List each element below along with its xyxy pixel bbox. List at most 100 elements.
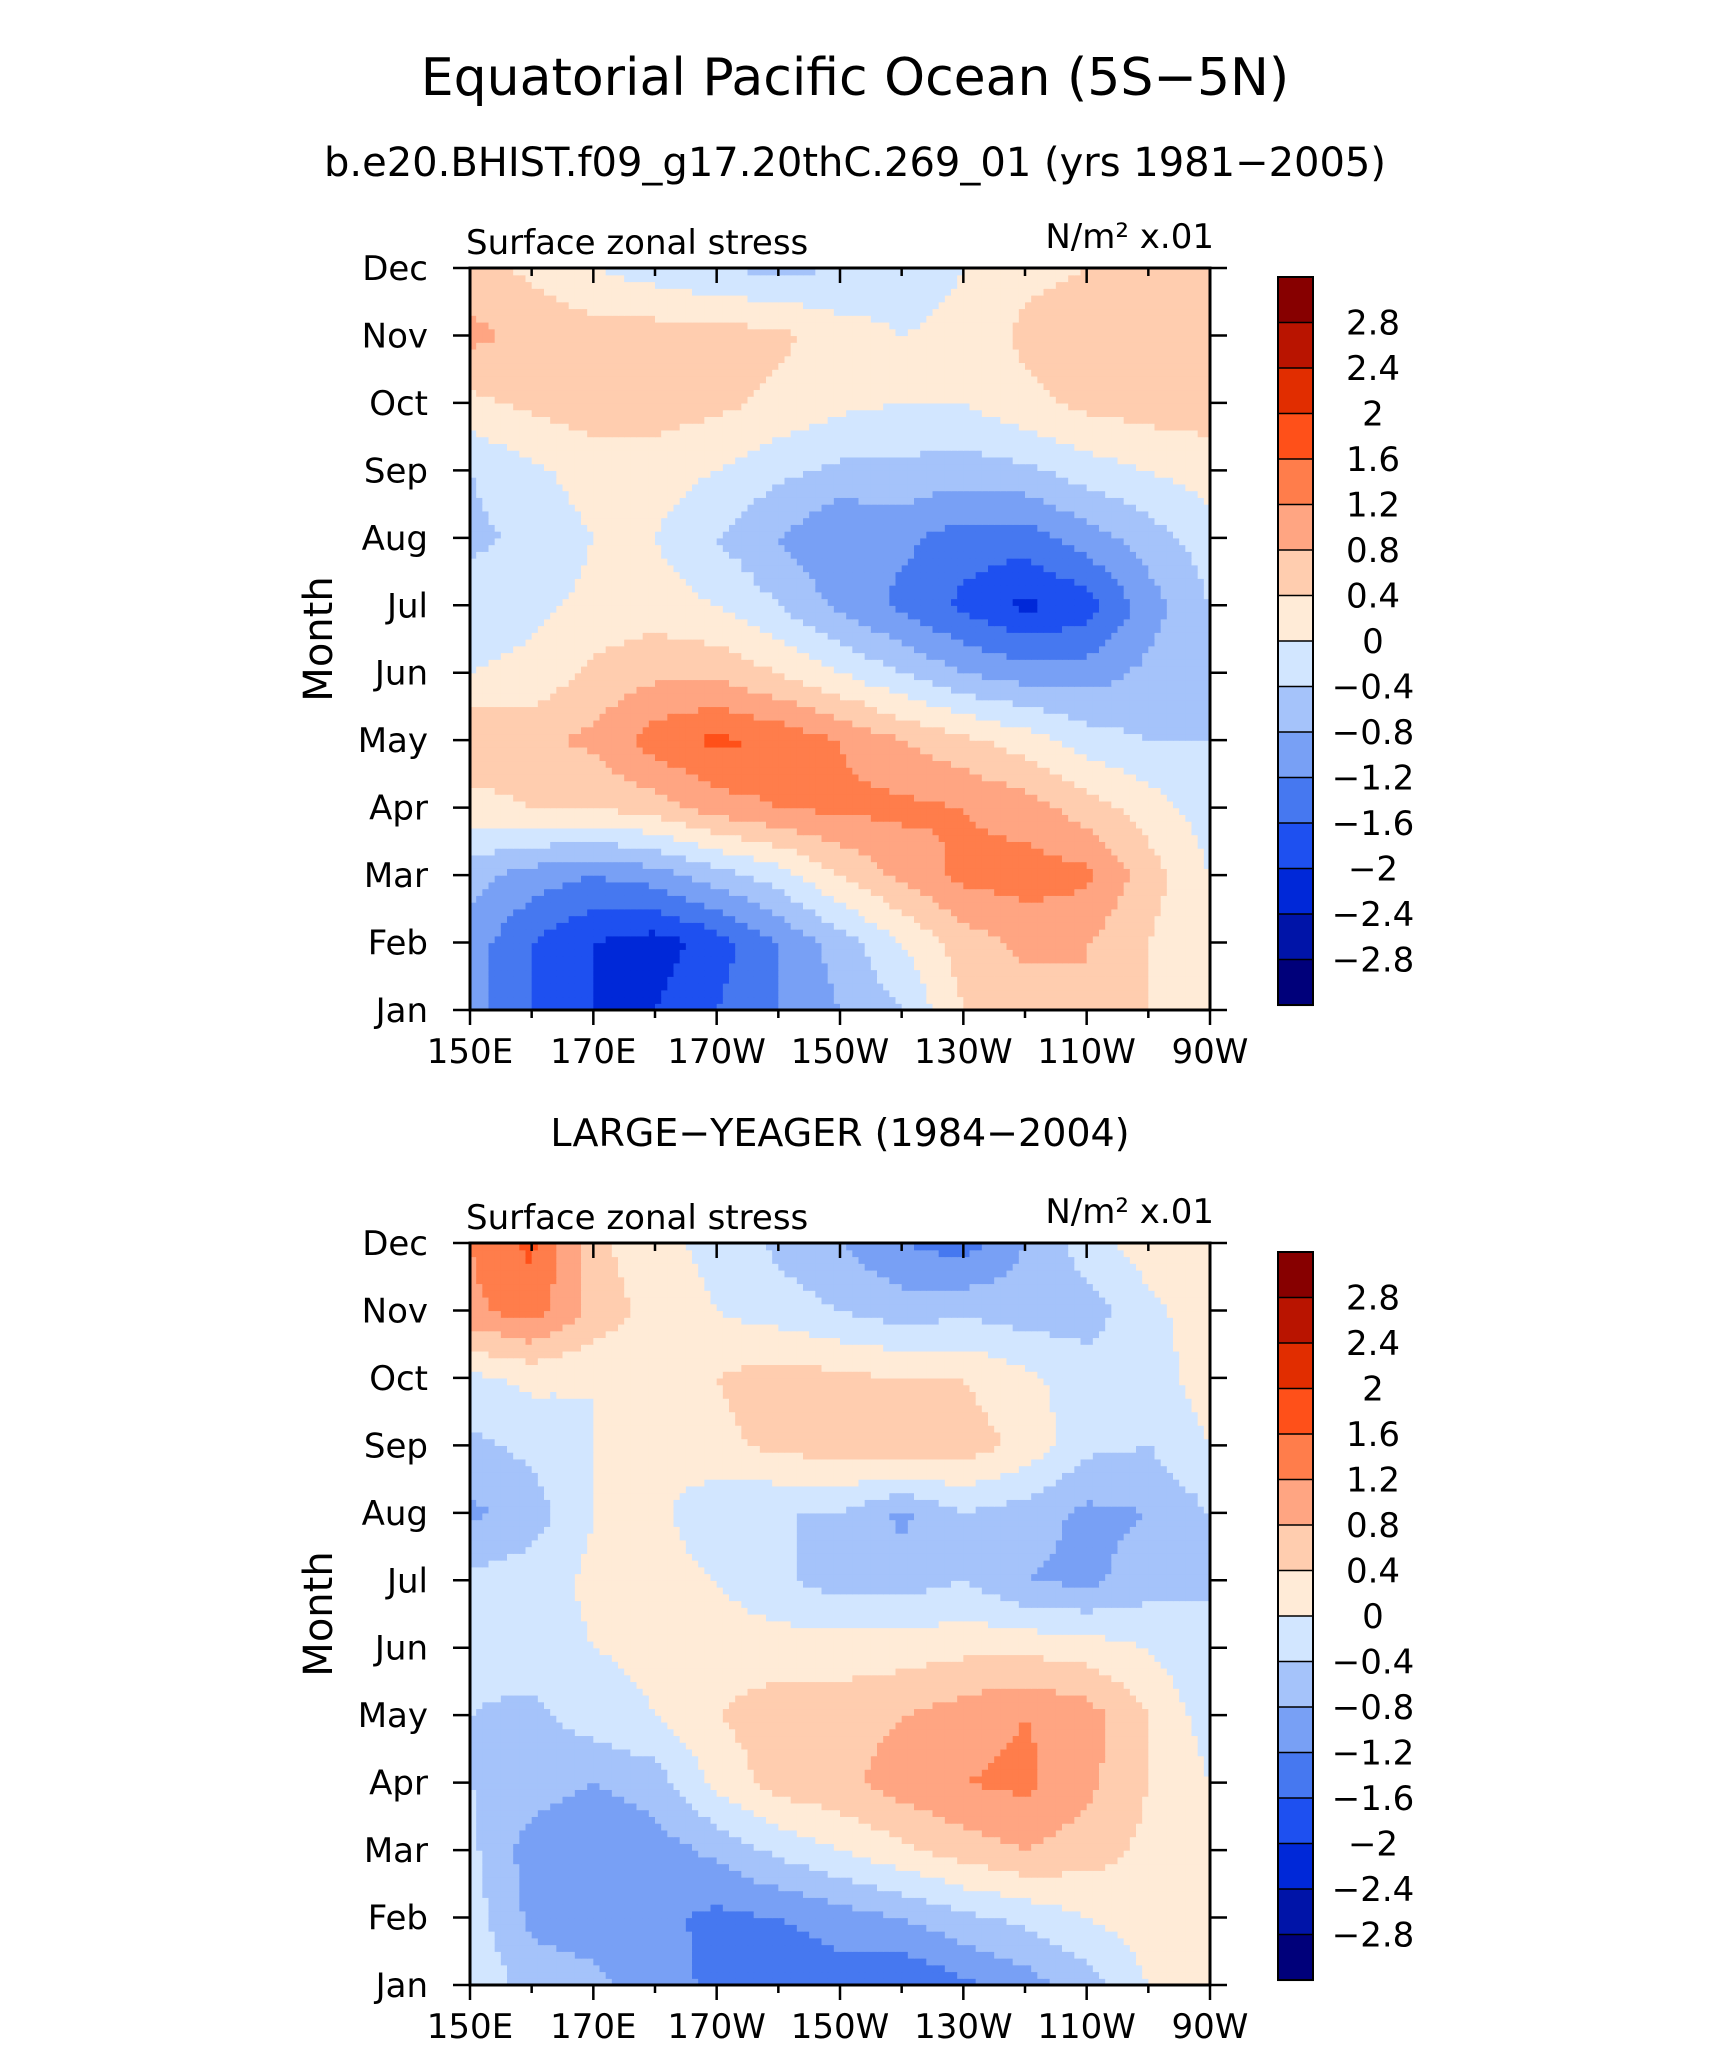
contour-cell — [593, 976, 601, 984]
contour-cell — [870, 875, 878, 883]
contour-cell — [1049, 962, 1057, 971]
contour-cell — [661, 922, 668, 930]
contour-cell — [907, 861, 915, 869]
contour-cell — [611, 841, 619, 849]
contour-cell — [1154, 733, 1162, 741]
contour-cell — [531, 854, 539, 863]
contour-cell — [1111, 794, 1119, 802]
contour-cell — [685, 956, 693, 964]
contour-cell — [981, 794, 989, 802]
contour-cell — [864, 915, 872, 923]
contour-cell — [938, 989, 946, 998]
contour-cell — [1179, 807, 1186, 815]
contour-cell — [895, 962, 903, 971]
contour-cell — [766, 888, 773, 896]
contour-cell — [753, 942, 761, 950]
contour-cell — [796, 895, 804, 903]
contour-cell — [759, 794, 767, 802]
contour-cell — [482, 983, 490, 991]
contour-cell — [920, 861, 927, 869]
contour-cell — [821, 767, 829, 775]
contour-cell — [500, 794, 508, 802]
contour-cell — [1099, 780, 1106, 788]
contour-cell — [1154, 895, 1162, 903]
contour-cell — [1142, 983, 1149, 991]
contour-cell — [482, 868, 490, 876]
contour-cell — [914, 976, 921, 984]
contour-cell — [1031, 908, 1038, 917]
contour-cell — [556, 800, 564, 809]
contour-cell — [1136, 740, 1143, 748]
contour-cell — [550, 989, 557, 998]
contour-cell — [605, 740, 613, 748]
contour-cell — [957, 915, 964, 923]
contour-cell — [1203, 956, 1210, 964]
contour-cell — [1000, 746, 1008, 755]
contour-cell — [988, 949, 995, 957]
contour-cell — [1092, 794, 1100, 802]
contour-cell — [1136, 760, 1143, 768]
contour-cell — [648, 922, 656, 930]
contour-cell — [507, 861, 514, 869]
contour-cell — [833, 888, 841, 896]
contour-cell — [1111, 861, 1119, 869]
contour-cell — [611, 902, 619, 910]
contour-cell — [1154, 780, 1162, 788]
contour-cell — [753, 794, 761, 802]
contour-cell — [1062, 942, 1069, 950]
contour-cell — [599, 949, 607, 957]
contour-cell — [1185, 767, 1193, 775]
contour-cell — [704, 834, 712, 842]
contour-cell — [796, 888, 804, 896]
contour-cell — [889, 767, 897, 775]
contour-cell — [975, 794, 983, 802]
contour-cell — [821, 814, 829, 822]
contour-cell — [1148, 800, 1156, 809]
contour-cell — [833, 989, 841, 998]
contour-cell — [1136, 746, 1143, 755]
contour-cell — [1086, 915, 1094, 923]
contour-cell — [735, 814, 742, 822]
contour-cell — [926, 942, 934, 950]
contour-cell — [482, 956, 490, 964]
contour-cell — [1080, 962, 1088, 971]
contour-cell — [821, 1003, 829, 1010]
contour-cell — [500, 922, 508, 930]
contour-cell — [1055, 740, 1063, 748]
contour-cell — [704, 807, 712, 815]
contour-cell — [1160, 760, 1168, 768]
contour-cell — [1191, 773, 1199, 782]
contour-cell — [747, 956, 755, 964]
contour-cell — [1136, 834, 1143, 842]
contour-cell — [827, 794, 835, 802]
contour-cell — [525, 983, 533, 991]
contour-cell — [1000, 996, 1008, 1004]
contour-cell — [568, 827, 576, 836]
contour-cell — [605, 888, 613, 896]
contour-cell — [809, 915, 816, 923]
contour-cell — [599, 814, 607, 822]
contour-cell — [618, 922, 625, 930]
contour-cell — [975, 800, 983, 809]
contour-cell — [1086, 767, 1094, 775]
contour-cell — [729, 929, 736, 937]
contour-cell — [870, 861, 878, 869]
contour-cell — [901, 787, 909, 795]
contour-cell — [630, 962, 638, 971]
contour-cell — [975, 875, 983, 883]
contour-cell — [599, 848, 607, 856]
contour-cell — [704, 935, 712, 944]
contour-cell — [1080, 875, 1088, 883]
contour-cell — [1043, 942, 1051, 950]
contour-cell — [1123, 848, 1131, 856]
contour-cell — [796, 848, 804, 856]
contour-cell — [550, 969, 557, 977]
contour-cell — [1148, 841, 1156, 849]
contour-cell — [1136, 888, 1143, 896]
contour-cell — [673, 868, 681, 876]
contour-cell — [944, 794, 952, 802]
contour-cell — [476, 753, 483, 762]
contour-cell — [827, 814, 835, 822]
contour-cell — [476, 854, 483, 863]
contour-cell — [587, 821, 594, 829]
